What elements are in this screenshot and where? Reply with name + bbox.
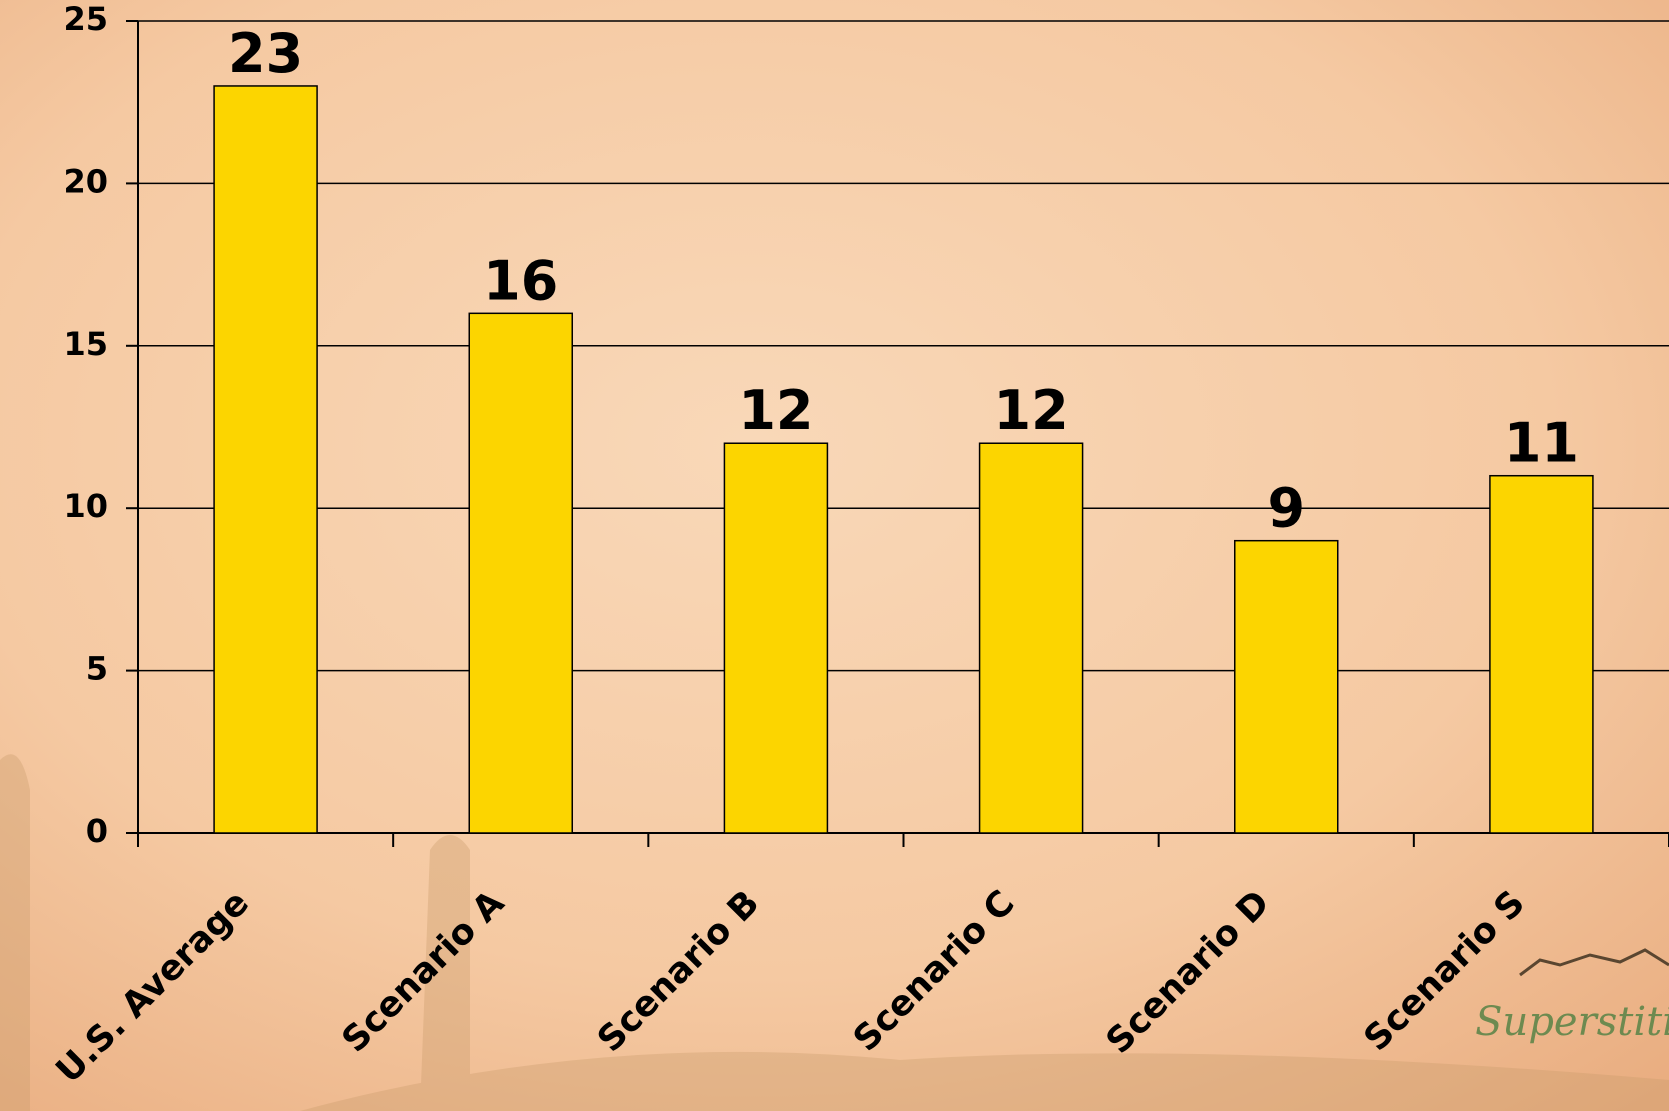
bar bbox=[1489, 474, 1594, 834]
logo: Superstition bbox=[1475, 999, 1669, 1045]
bar bbox=[1234, 539, 1339, 834]
bar bbox=[213, 85, 318, 834]
bar bbox=[468, 312, 573, 834]
y-tick-label: 0 bbox=[86, 812, 108, 850]
bar bbox=[723, 442, 829, 834]
y-tick-label: 25 bbox=[63, 0, 108, 38]
y-tick-label: 10 bbox=[63, 487, 108, 525]
value-label: 16 bbox=[483, 249, 558, 312]
value-label: 12 bbox=[738, 379, 813, 442]
y-tick-label: 20 bbox=[63, 162, 108, 200]
value-label: 11 bbox=[1504, 412, 1579, 475]
desert-silhouette bbox=[0, 754, 1669, 1111]
y-tick-label: 5 bbox=[86, 650, 108, 688]
value-label: 12 bbox=[994, 379, 1069, 442]
logo-mountain bbox=[1519, 948, 1669, 977]
value-label: 9 bbox=[1267, 477, 1305, 540]
y-tick-label: 15 bbox=[63, 325, 108, 363]
bar bbox=[978, 442, 1084, 834]
value-label: 23 bbox=[228, 22, 303, 85]
